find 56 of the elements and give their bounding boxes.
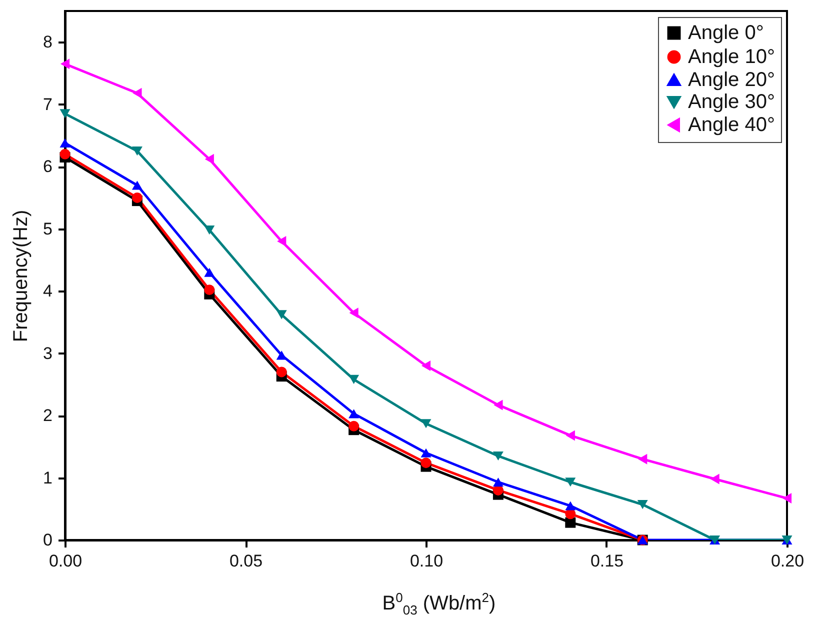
point [276, 350, 287, 360]
point [276, 366, 287, 378]
point [348, 409, 360, 418]
point [276, 310, 287, 320]
point [566, 430, 575, 441]
legend-label: Angle 30° [688, 91, 775, 113]
point [132, 192, 142, 203]
point [277, 236, 286, 247]
point [637, 500, 648, 510]
y-tick-label: 1 [43, 468, 52, 488]
y-tick-label: 6 [43, 157, 52, 176]
point [420, 448, 432, 458]
point [132, 146, 142, 156]
point [565, 501, 576, 510]
point [349, 308, 358, 318]
y-tick-label: 5 [43, 219, 52, 238]
y-tick-label: 4 [43, 282, 52, 301]
point [420, 419, 432, 428]
legend-label: Angle 10° [688, 46, 775, 68]
point [132, 88, 142, 98]
y-tick-label: 8 [43, 32, 52, 52]
y-axis-title: Frequency(Hz) [10, 210, 32, 342]
point [492, 478, 504, 487]
point [421, 360, 431, 371]
point [204, 268, 215, 277]
legend-label: Angle 20° [688, 69, 775, 91]
point [420, 458, 432, 468]
x-tick-label: 0.05 [229, 552, 263, 570]
x-tick-label: 0.00 [48, 552, 82, 570]
x-tick-label: 0.20 [770, 552, 804, 570]
point [60, 138, 70, 148]
x-tick-label: 0.10 [410, 552, 444, 570]
point [565, 478, 576, 487]
y-tick-label: 2 [43, 406, 52, 426]
y-tick-label: 0 [43, 530, 52, 550]
y-tick-label: 7 [43, 94, 52, 114]
point [492, 451, 504, 461]
x-tick-label: 0.15 [590, 552, 624, 570]
point [348, 374, 360, 384]
point [204, 284, 215, 296]
legend-label: Angle 40° [688, 114, 775, 136]
point [638, 454, 648, 464]
point [494, 400, 503, 410]
point [60, 58, 70, 70]
point [60, 109, 70, 118]
point [565, 517, 576, 528]
point [782, 493, 792, 504]
point [132, 180, 142, 190]
point [60, 148, 70, 160]
y-tick-label: 3 [43, 344, 52, 363]
point [204, 154, 214, 164]
point [348, 420, 360, 432]
point [710, 474, 720, 484]
point [204, 226, 215, 235]
legend-label: Angle 0° [688, 22, 764, 44]
x-axis-title: B$^{0}$$_{03}$ (Wb/m$^{2}$) [381, 590, 497, 618]
